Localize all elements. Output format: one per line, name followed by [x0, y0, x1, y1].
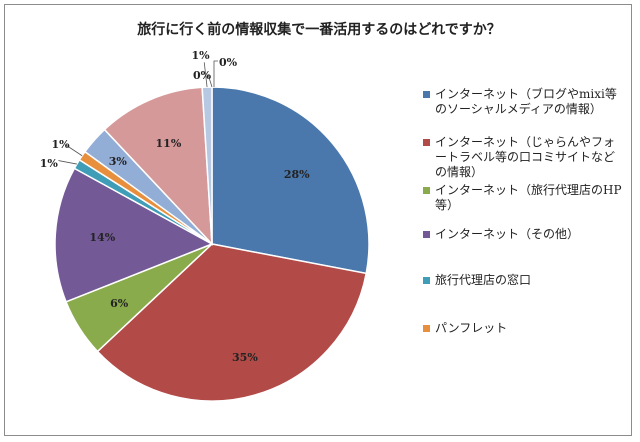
- legend-label-2: インターネット（じゃらんやフォートラベル等の口コミサイトなどの情報）: [435, 135, 616, 179]
- pie-chart: 28% 35% 6% 14% 1% 1% 3% 11% 1% 0% 0%: [40, 49, 370, 402]
- leader-line-9: [203, 62, 208, 88]
- leader-line-6: [66, 145, 83, 157]
- pie-slice-2: [96, 243, 368, 402]
- legend-label-4: インターネット（その他）: [435, 227, 580, 241]
- legend-swatch-5: [423, 277, 430, 284]
- data-label-5: 1%: [40, 157, 59, 170]
- leader-line-extra: [213, 60, 218, 87]
- data-label-2: 35%: [232, 351, 258, 364]
- chart-title: 旅行に行く前の情報収集で一番活用するのはどれですか？: [137, 22, 501, 38]
- data-label-4: 14%: [89, 231, 115, 244]
- data-label-1: 28%: [284, 168, 310, 181]
- legend-label-5: 旅行代理店の窓口: [435, 273, 532, 287]
- data-label-6: 1%: [52, 138, 71, 151]
- pie-slice-1: [211, 86, 370, 275]
- pie-slice-4: [54, 167, 214, 303]
- data-label-extra: 0%: [219, 56, 238, 69]
- data-label-7: 3%: [109, 155, 128, 168]
- data-label-8: 11%: [156, 137, 182, 150]
- data-label-3: 6%: [110, 297, 129, 310]
- legend-swatch-2: [423, 139, 430, 146]
- legend-label-1: インターネット（ブログやmixi等のソーシャルメディアの情報）: [435, 87, 617, 116]
- data-label-9: 1%: [192, 49, 211, 62]
- leader-line-10: [207, 74, 213, 88]
- leader-line-5: [58, 160, 77, 165]
- legend-swatch-4: [423, 231, 430, 238]
- data-label-10: 0%: [193, 69, 212, 82]
- legend-swatch-1: [423, 91, 430, 98]
- pie-slice-8: [103, 86, 213, 247]
- legend-label-6: パンフレット: [435, 321, 508, 335]
- legend-swatch-6: [423, 325, 430, 332]
- legend-label-3: インターネット（旅行代理店のHP等）: [435, 183, 622, 212]
- legend-swatch-3: [423, 187, 430, 194]
- chart-frame: 旅行に行く前の情報収集で一番活用するのはどれですか？ 28% 35% 6% 14% 1%…: [4, 4, 632, 436]
